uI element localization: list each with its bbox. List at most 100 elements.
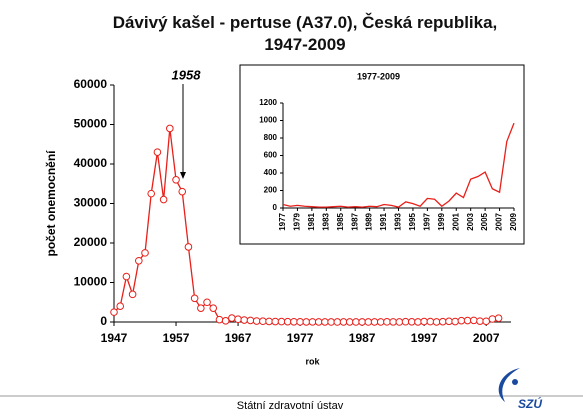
inset-title: 1977-2009 bbox=[357, 71, 400, 81]
y-tick-label: 20000 bbox=[74, 235, 108, 249]
data-point bbox=[252, 317, 261, 325]
y-tick-label: 40000 bbox=[74, 156, 108, 170]
data-point bbox=[209, 304, 218, 312]
data-point bbox=[234, 315, 242, 324]
x-axis-label: rok bbox=[305, 356, 320, 366]
data-point bbox=[203, 298, 211, 307]
data-point bbox=[116, 302, 125, 311]
data-point bbox=[147, 189, 156, 198]
x-tick-label: 1989 bbox=[365, 212, 374, 230]
data-point bbox=[476, 317, 484, 325]
data-point bbox=[339, 318, 348, 326]
annotation: 1958 bbox=[172, 67, 202, 82]
x-tick-label: 1983 bbox=[321, 212, 330, 230]
logo-dot bbox=[512, 379, 518, 385]
x-tick-label: 2001 bbox=[451, 212, 460, 230]
data-point bbox=[296, 318, 304, 326]
arrow-head bbox=[180, 172, 186, 179]
x-tick-label: 1977 bbox=[287, 331, 314, 345]
data-point bbox=[122, 272, 131, 281]
data-point bbox=[246, 316, 255, 325]
x-tick-label: 1977 bbox=[278, 212, 287, 230]
x-tick-label: 1947 bbox=[101, 331, 128, 345]
x-tick-label: 1967 bbox=[225, 331, 252, 345]
x-tick-label: 1985 bbox=[336, 212, 345, 230]
data-point bbox=[494, 314, 503, 322]
data-point bbox=[271, 317, 280, 326]
y-tick-label: 0 bbox=[273, 203, 278, 212]
x-tick-label: 2005 bbox=[480, 212, 489, 230]
y-tick-label: 400 bbox=[264, 168, 278, 177]
y-tick-label: 1200 bbox=[259, 98, 277, 107]
chart-title: Dávivý kašel - pertuse (A37.0), Česká re… bbox=[112, 13, 498, 54]
x-tick-label: 1979 bbox=[293, 212, 302, 230]
data-point bbox=[265, 317, 273, 326]
data-point bbox=[432, 318, 441, 326]
data-point bbox=[240, 316, 249, 324]
data-line bbox=[282, 122, 515, 208]
data-point bbox=[110, 308, 118, 316]
data-point bbox=[457, 316, 466, 325]
data-point bbox=[327, 318, 335, 326]
data-point bbox=[414, 318, 422, 326]
y-tick-label: 200 bbox=[264, 186, 278, 195]
y-axis-label: počet onemocnění bbox=[44, 150, 58, 257]
data-point bbox=[228, 314, 236, 322]
y-tick-label: 30000 bbox=[74, 196, 108, 210]
data-point bbox=[401, 317, 410, 326]
y-tick-label: 1000 bbox=[259, 116, 277, 125]
x-tick-label: 1997 bbox=[422, 212, 431, 230]
data-point bbox=[407, 318, 416, 326]
data-point bbox=[451, 317, 459, 326]
data-point bbox=[135, 256, 143, 265]
data-point bbox=[283, 317, 292, 326]
data-point bbox=[128, 290, 137, 299]
data-point bbox=[221, 317, 230, 325]
data-point bbox=[197, 304, 205, 312]
data-point bbox=[352, 318, 360, 326]
inset-frame bbox=[239, 64, 525, 245]
data-point bbox=[259, 317, 267, 326]
data-point bbox=[370, 318, 379, 326]
x-tick-label: 1999 bbox=[437, 212, 446, 230]
data-point bbox=[302, 318, 311, 326]
data-point bbox=[215, 315, 224, 324]
data-point bbox=[445, 317, 453, 326]
x-tick-label: 1987 bbox=[350, 212, 359, 230]
data-point bbox=[141, 249, 149, 257]
x-tick-label: 2009 bbox=[509, 212, 518, 230]
x-tick-label: 1995 bbox=[408, 212, 417, 230]
y-tick-label: 10000 bbox=[74, 275, 108, 289]
footer: Státní zdravotní ústav bbox=[237, 400, 344, 412]
x-tick-label: 2007 bbox=[495, 212, 504, 230]
data-point bbox=[395, 318, 404, 326]
x-tick-label: 1981 bbox=[307, 212, 316, 230]
x-tick-label: 1993 bbox=[394, 212, 403, 230]
data-point bbox=[438, 317, 447, 326]
data-point bbox=[345, 318, 354, 326]
x-tick-label: 2003 bbox=[466, 212, 475, 230]
x-tick-label: 1957 bbox=[163, 331, 190, 345]
data-point bbox=[376, 318, 385, 326]
data-point bbox=[420, 317, 428, 326]
data-point bbox=[190, 294, 199, 303]
data-point bbox=[172, 176, 180, 184]
logo-mark bbox=[498, 368, 520, 402]
data-point bbox=[469, 316, 478, 325]
x-tick-label: 2007 bbox=[473, 331, 500, 345]
data-point bbox=[383, 318, 391, 326]
y-tick-label: 800 bbox=[264, 133, 278, 142]
data-point bbox=[358, 318, 366, 326]
data-point bbox=[314, 318, 323, 326]
data-point bbox=[482, 317, 490, 326]
x-tick-label: 1991 bbox=[379, 212, 388, 230]
data-point bbox=[389, 318, 397, 326]
y-tick-label: 60000 bbox=[74, 77, 108, 91]
x-tick-label: 1997 bbox=[411, 331, 438, 345]
y-tick-label: 50000 bbox=[74, 117, 108, 131]
data-point bbox=[321, 318, 329, 326]
data-point bbox=[277, 317, 286, 326]
data-point bbox=[364, 318, 373, 326]
